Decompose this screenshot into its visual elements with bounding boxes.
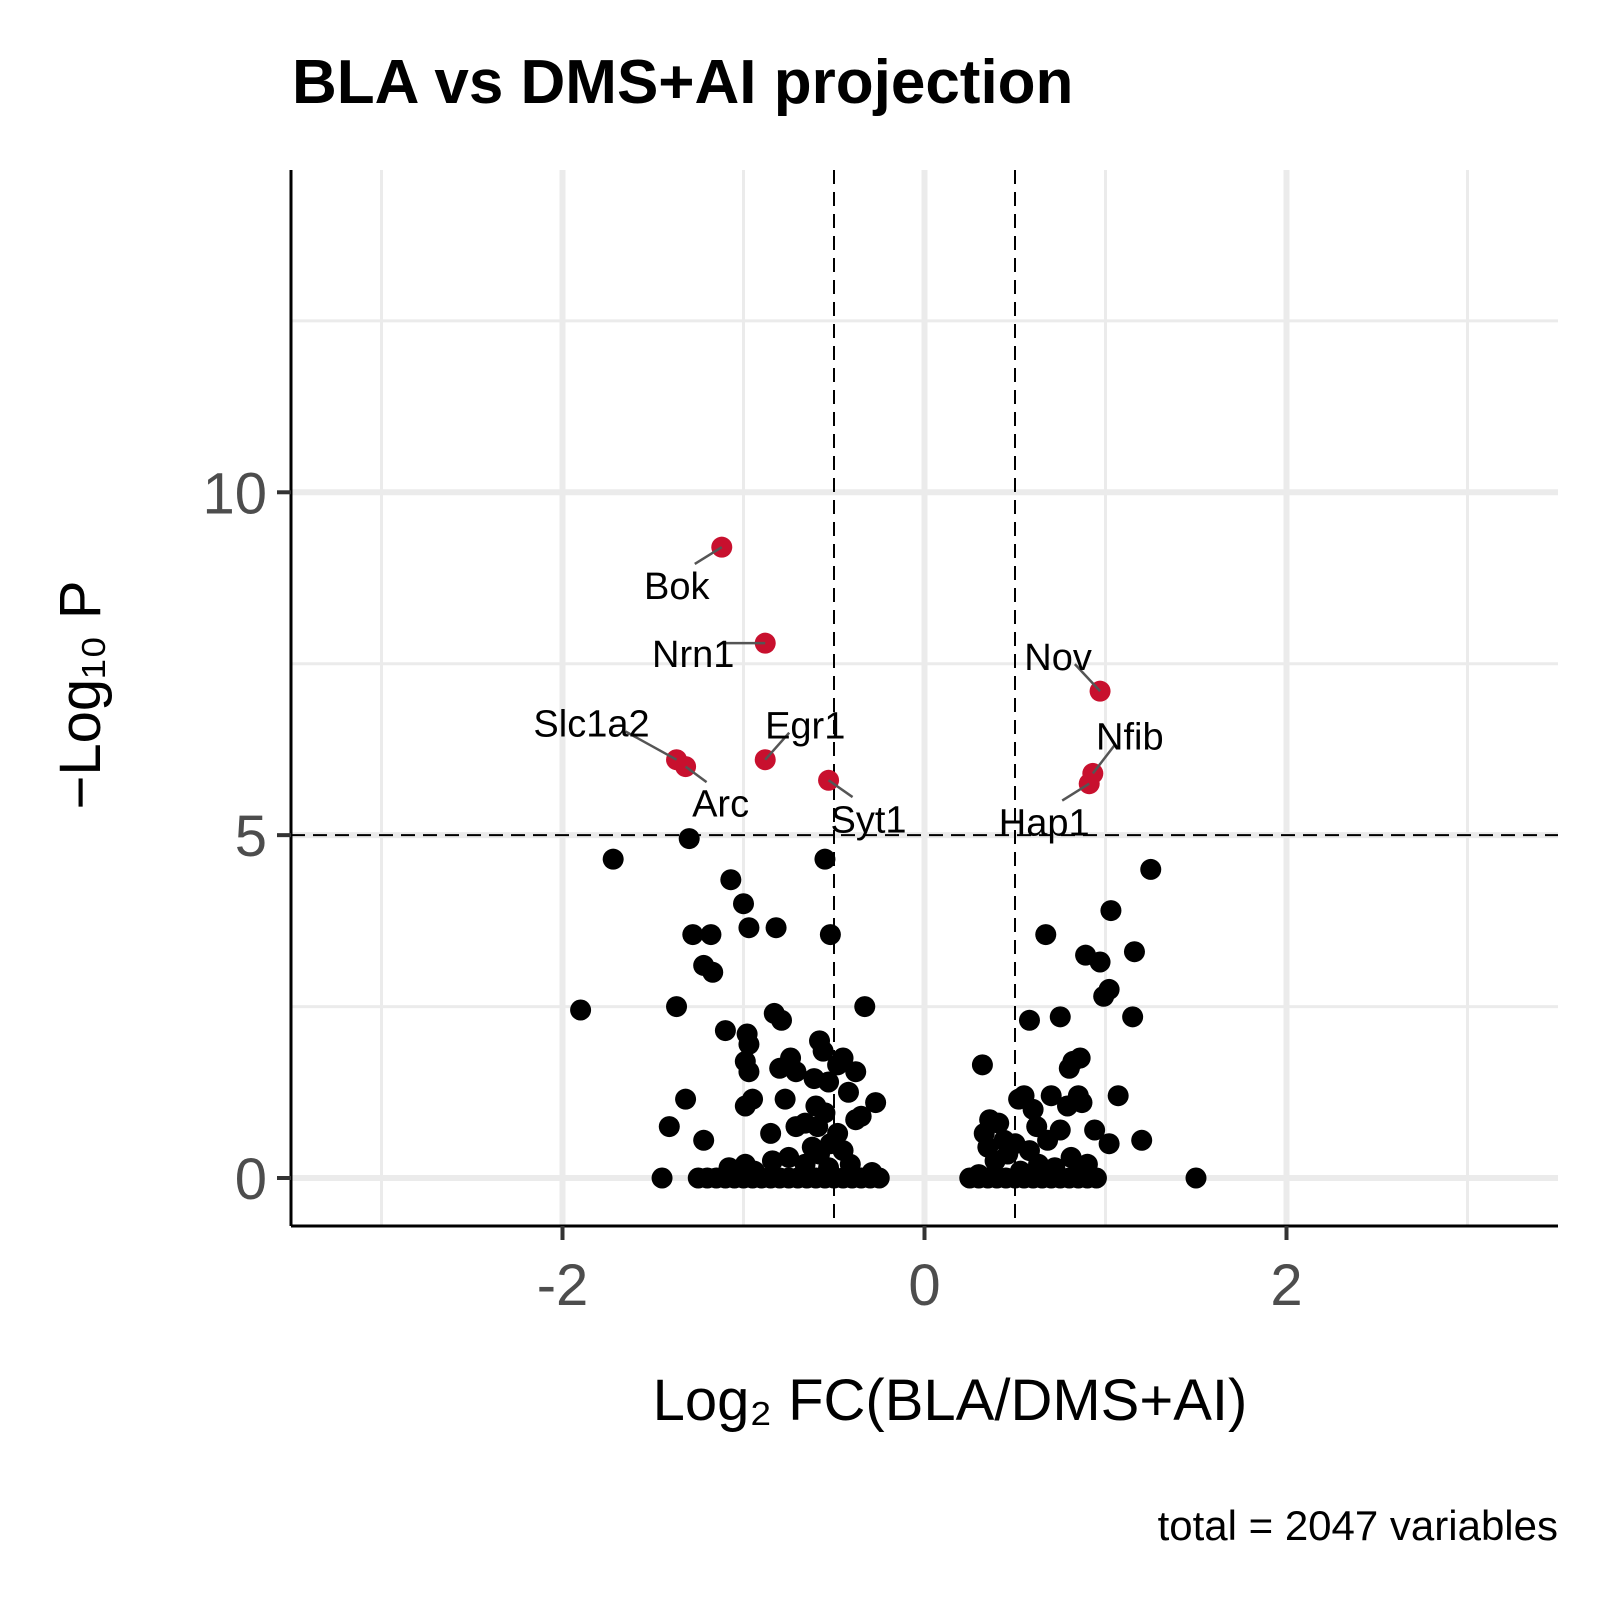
gene-label-egr1: Egr1 <box>765 706 845 748</box>
x-axis-title: Log₂ FC(BLA/DMS+AI) <box>653 1368 1248 1433</box>
data-point <box>1122 1006 1144 1028</box>
label-connector <box>1061 782 1090 802</box>
data-point <box>1037 1129 1059 1151</box>
gene-label-nov: Nov <box>1024 637 1092 679</box>
data-point <box>769 1057 791 1079</box>
data-point <box>693 1129 715 1151</box>
data-point <box>818 1071 840 1093</box>
data-point <box>1056 1095 1078 1117</box>
data-point <box>1040 1085 1062 1107</box>
label-connector <box>1091 743 1117 775</box>
label-connector <box>684 765 708 784</box>
data-point <box>1049 1006 1071 1028</box>
gene-label-nfib: Nfib <box>1096 716 1164 758</box>
data-point <box>720 869 742 891</box>
label-connector <box>624 730 678 761</box>
gene-label-syt1: Syt1 <box>831 799 907 841</box>
data-point <box>814 848 836 870</box>
data-point <box>774 1088 796 1110</box>
label-connector <box>827 779 854 799</box>
cutoff-lines <box>291 170 1558 1226</box>
data-point <box>658 1116 680 1138</box>
data-point <box>602 848 624 870</box>
label-connector <box>694 546 723 566</box>
y-tick-label: 10 <box>202 461 267 526</box>
chart-title: BLA vs DMS+AI projection <box>292 48 1073 117</box>
data-point <box>765 917 787 939</box>
data-point <box>865 1092 887 1114</box>
axes: -2 0 2 0 5 10 <box>202 170 1558 1318</box>
data-point <box>738 1033 760 1055</box>
gene-label-bok: Bok <box>644 566 710 608</box>
data-point <box>1140 858 1162 880</box>
data-point <box>1100 900 1122 922</box>
data-point <box>1018 1009 1040 1031</box>
x-tick-label: -2 <box>537 1253 589 1318</box>
data-point <box>760 1122 782 1144</box>
data-point <box>1022 1098 1044 1120</box>
data-point <box>778 1146 800 1168</box>
data-point <box>854 996 876 1018</box>
data-point <box>734 1095 756 1117</box>
data-point <box>827 1054 849 1076</box>
data-point <box>971 1054 993 1076</box>
data-point <box>1089 951 1111 973</box>
data-point <box>700 924 722 946</box>
data-point <box>733 893 754 915</box>
data-point <box>1131 1129 1153 1151</box>
chart-caption: total = 2047 variables <box>1158 1502 1558 1549</box>
y-tick-label: 0 <box>235 1147 267 1212</box>
gene-label-hap1: Hap1 <box>999 803 1090 845</box>
data-point <box>1058 1057 1080 1079</box>
data-point <box>1084 1119 1106 1141</box>
data-point <box>1093 985 1115 1007</box>
data-point <box>666 996 688 1018</box>
data-point <box>761 1150 783 1172</box>
gene-label-slc1a2: Slc1a2 <box>533 704 649 746</box>
label-connector <box>764 731 791 761</box>
data-point <box>771 1009 793 1031</box>
gene-label-arc: Arc <box>692 784 749 826</box>
data-point <box>738 917 760 939</box>
data-point <box>812 1040 834 1062</box>
plot-grid <box>291 170 1558 1226</box>
gene-label-nrn1: Nrn1 <box>652 634 734 676</box>
data-point <box>785 1061 807 1083</box>
data-point <box>738 1061 760 1083</box>
data-point <box>1098 1133 1120 1155</box>
data-point <box>819 924 841 946</box>
data-point <box>845 1061 867 1083</box>
data-point <box>1107 1085 1129 1107</box>
data-point <box>651 1167 673 1189</box>
data-point <box>785 1116 807 1138</box>
data-point <box>570 999 592 1021</box>
data-point <box>675 1088 697 1110</box>
x-tick-label: 2 <box>1270 1253 1302 1318</box>
y-tick-label: 5 <box>235 804 267 869</box>
data-point <box>984 1150 1006 1172</box>
data-point <box>702 961 724 983</box>
data-point <box>1123 941 1145 963</box>
data-point <box>988 1112 1010 1134</box>
data-point <box>837 1081 859 1103</box>
data-point <box>1085 1167 1107 1189</box>
x-tick-label: 0 <box>908 1253 940 1318</box>
data-points <box>570 536 1207 1189</box>
y-axis-title: −Log₁₀ P <box>48 580 113 809</box>
data-point <box>1035 924 1057 946</box>
data-point <box>714 1020 736 1042</box>
data-point <box>682 924 704 946</box>
data-point <box>807 1116 829 1138</box>
label-connector <box>1073 663 1101 692</box>
data-point <box>1185 1167 1207 1189</box>
data-point <box>868 1167 890 1189</box>
data-point <box>678 828 700 850</box>
data-point <box>850 1105 872 1127</box>
